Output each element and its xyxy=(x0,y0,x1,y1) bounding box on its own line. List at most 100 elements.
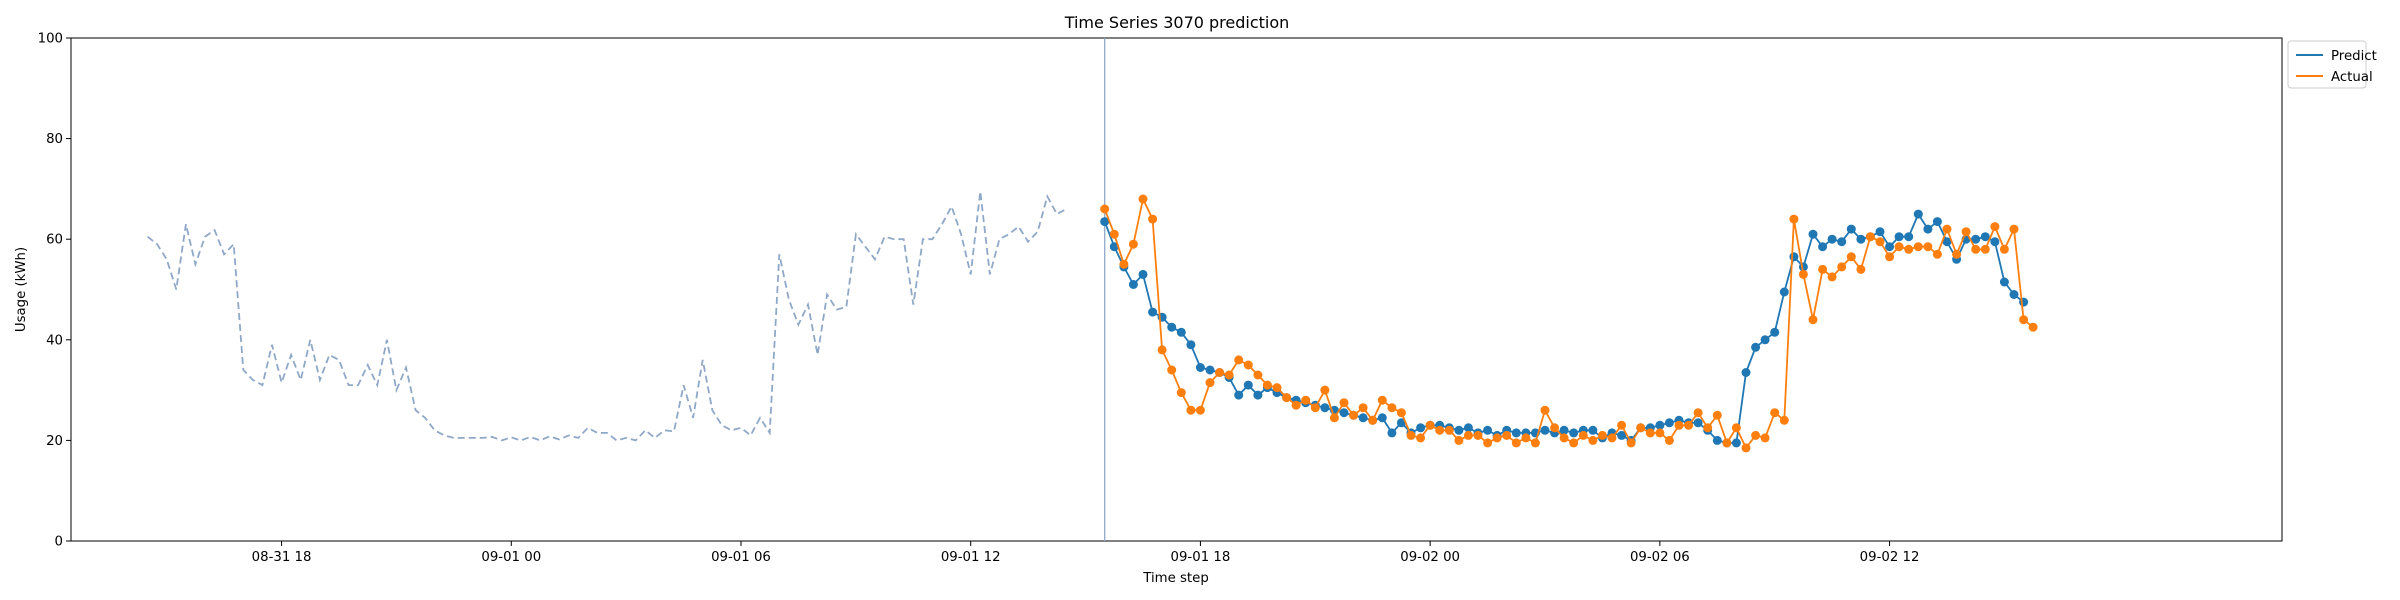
y-axis: 0 20 40 60 80 100 xyxy=(38,32,71,550)
data-point-actual xyxy=(1463,430,1473,440)
y-tick-label: 60 xyxy=(46,233,63,248)
data-point-actual xyxy=(1128,239,1138,249)
data-point-predict xyxy=(1463,423,1473,433)
x-tick-label: 09-02 00 xyxy=(1400,550,1460,565)
data-point-actual xyxy=(1779,415,1789,425)
data-point-actual xyxy=(1444,425,1454,435)
data-point-actual xyxy=(1329,413,1339,423)
data-point-actual xyxy=(1961,227,1971,237)
data-point-actual xyxy=(1234,355,1244,365)
data-point-predict xyxy=(1971,234,1981,244)
data-point-actual xyxy=(1617,420,1627,430)
data-point-actual xyxy=(1205,378,1215,388)
data-point-predict xyxy=(2019,297,2029,307)
data-point-predict xyxy=(1837,237,1847,247)
data-point-actual xyxy=(1454,435,1464,445)
data-point-predict xyxy=(1358,413,1368,423)
data-point-actual xyxy=(1942,224,1952,234)
data-point-predict xyxy=(1540,425,1550,435)
data-point-actual xyxy=(1865,232,1875,242)
data-point-predict xyxy=(1339,408,1349,418)
data-point-actual xyxy=(1818,264,1828,274)
data-point-actual xyxy=(1435,425,1445,435)
data-point-predict xyxy=(1875,227,1885,237)
data-point-actual xyxy=(1387,403,1397,413)
data-point-actual xyxy=(1550,423,1560,433)
data-point-predict xyxy=(1320,403,1330,413)
data-point-actual xyxy=(1483,438,1493,448)
data-point-predict xyxy=(1454,425,1464,435)
data-point-actual xyxy=(1875,237,1885,247)
data-point-actual xyxy=(1932,249,1942,259)
data-point-actual xyxy=(1971,244,1981,254)
data-point-predict xyxy=(1483,425,1493,435)
data-point-actual xyxy=(1751,430,1761,440)
data-point-actual xyxy=(1502,430,1512,440)
data-point-actual xyxy=(1406,430,1416,440)
data-point-actual xyxy=(1310,403,1320,413)
data-point-actual xyxy=(1511,438,1521,448)
data-point-actual xyxy=(1846,252,1856,262)
data-point-actual xyxy=(1569,438,1579,448)
data-point-predict xyxy=(1990,237,2000,247)
data-point-actual xyxy=(1349,410,1359,420)
data-point-predict xyxy=(1195,363,1205,372)
legend: Predict Actual xyxy=(2287,40,2377,89)
data-point-predict xyxy=(1741,368,1751,377)
data-point-actual xyxy=(1999,244,2009,254)
y-tick-label: 40 xyxy=(46,333,63,348)
x-tick-label: 09-01 06 xyxy=(711,550,771,565)
data-point-predict xyxy=(1942,237,1952,247)
x-tick-label: 08-31 18 xyxy=(252,550,312,565)
data-point-predict xyxy=(1731,438,1741,448)
data-point-actual xyxy=(1243,360,1253,370)
data-point-actual xyxy=(1339,398,1349,408)
data-point-actual xyxy=(1215,368,1225,377)
data-point-actual xyxy=(1712,410,1722,420)
data-point-predict xyxy=(1588,425,1598,435)
data-point-predict xyxy=(1846,224,1856,234)
data-point-predict xyxy=(1980,232,1990,242)
data-point-predict xyxy=(1416,423,1426,433)
data-point-actual xyxy=(1741,443,1751,453)
history-line xyxy=(147,191,1067,442)
data-point-predict xyxy=(1693,418,1703,428)
data-point-predict xyxy=(1243,380,1253,390)
data-point-predict xyxy=(1760,335,1770,345)
data-point-actual xyxy=(1530,438,1540,448)
data-point-actual xyxy=(1885,252,1895,262)
data-point-actual xyxy=(1588,435,1598,445)
data-point-actual xyxy=(1320,385,1330,395)
data-point-actual xyxy=(1684,420,1694,430)
data-point-actual xyxy=(1416,433,1426,443)
data-point-predict xyxy=(1511,428,1521,438)
data-point-actual xyxy=(1100,204,1110,214)
data-point-predict xyxy=(1932,217,1942,227)
data-point-actual xyxy=(1837,262,1847,272)
data-point-predict xyxy=(1779,287,1789,297)
y-tick-label: 100 xyxy=(38,32,63,47)
data-point-actual xyxy=(2009,224,2019,234)
data-point-predict xyxy=(1234,390,1244,400)
data-point-actual xyxy=(1109,229,1119,239)
plot-area-frame xyxy=(70,37,2283,542)
legend-label-actual: Actual xyxy=(2331,70,2373,85)
data-point-predict xyxy=(1128,280,1138,289)
x-tick-label: 09-01 18 xyxy=(1171,550,1231,565)
data-point-actual xyxy=(1253,370,1263,380)
data-point-actual xyxy=(1913,242,1923,252)
data-point-predict xyxy=(2009,290,2019,299)
data-point-predict xyxy=(1751,342,1761,352)
data-point-actual xyxy=(1291,400,1301,410)
x-axis: 08-31 18 09-01 00 09-01 06 09-01 12 09-01 18… xyxy=(252,541,1919,565)
data-point-actual xyxy=(1195,405,1205,415)
x-tick-label: 09-01 00 xyxy=(481,550,541,565)
data-point-actual xyxy=(1798,269,1808,279)
data-point-predict xyxy=(1904,232,1914,242)
data-point-actual xyxy=(1492,433,1502,443)
data-point-actual xyxy=(1760,433,1770,443)
legend-label-predict: Predict xyxy=(2331,49,2377,64)
data-point-actual xyxy=(1980,244,1990,254)
data-point-predict xyxy=(1387,428,1397,438)
